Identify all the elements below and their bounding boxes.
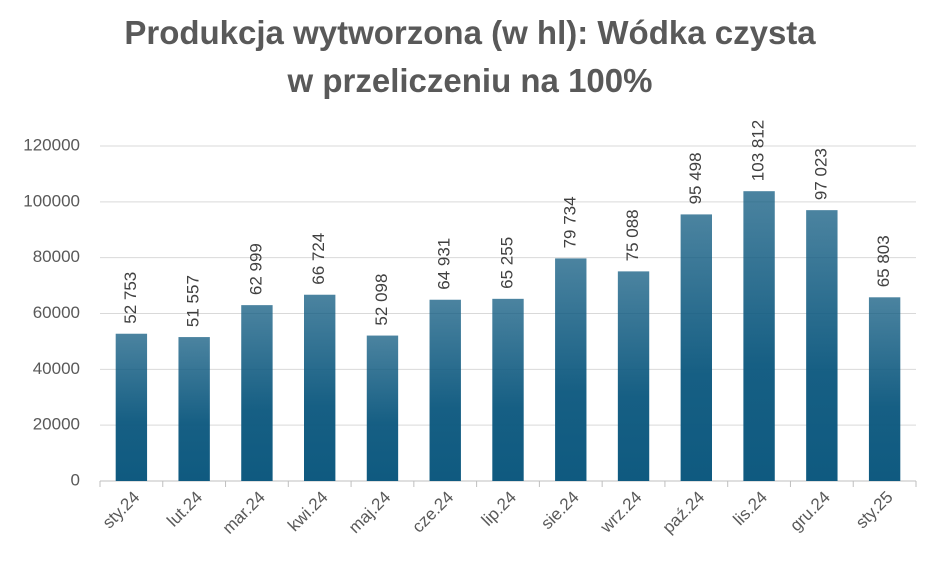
chart-title: Produkcja wytworzona (w hl): Wódka czyst… [124,14,816,51]
data-label: 62 999 [246,243,265,295]
bar [680,214,712,481]
data-label: 65 255 [497,237,516,289]
y-tick-label: 0 [71,470,80,489]
data-label: 66 724 [309,233,328,285]
bar [241,305,273,481]
x-tick-label: sie.24 [537,488,583,534]
bar [555,258,587,481]
x-tick-label: lis.24 [730,488,771,529]
y-tick-label: 20000 [33,415,80,434]
x-tick-label: lip.24 [478,488,520,530]
bar [806,210,838,482]
bar [178,337,210,481]
data-label: 75 088 [623,209,642,261]
data-label: 103 812 [749,120,768,181]
bar [617,271,650,481]
y-tick-label: 40000 [33,359,80,378]
y-tick-label: 80000 [33,247,80,266]
data-label: 95 498 [686,152,705,204]
data-label: 64 931 [435,238,454,290]
x-tick-label: sty.24 [99,488,144,533]
bar [743,191,775,481]
data-label: 79 734 [560,196,579,248]
x-tick-label: sty.25 [852,488,897,533]
x-tick-label: lut.24 [163,488,206,531]
x-tick-label: kwi.24 [284,488,332,536]
y-tick-label: 60000 [33,303,80,322]
data-label: 52 753 [121,272,140,324]
y-tick-label: 120000 [23,135,80,154]
y-tick-label: 100000 [23,191,80,210]
bar [492,298,524,481]
data-label: 65 803 [874,235,893,287]
data-label: 51 557 [184,275,203,327]
x-tick-label: wrz.24 [596,488,646,538]
bar [304,294,336,481]
bar [429,299,461,481]
bar [115,333,148,481]
x-tick-label: maj.24 [345,488,395,538]
x-tick-label: paź.24 [659,488,709,538]
chart-title: w przeliczeniu na 100% [287,62,653,99]
bar [366,335,399,481]
data-label: 52 098 [372,274,391,326]
x-tick-label: mar.24 [219,488,269,538]
x-tick-label: cze.24 [408,488,457,537]
data-label: 97 023 [811,148,830,200]
bar [868,297,901,481]
x-tick-label: gru.24 [786,488,834,536]
